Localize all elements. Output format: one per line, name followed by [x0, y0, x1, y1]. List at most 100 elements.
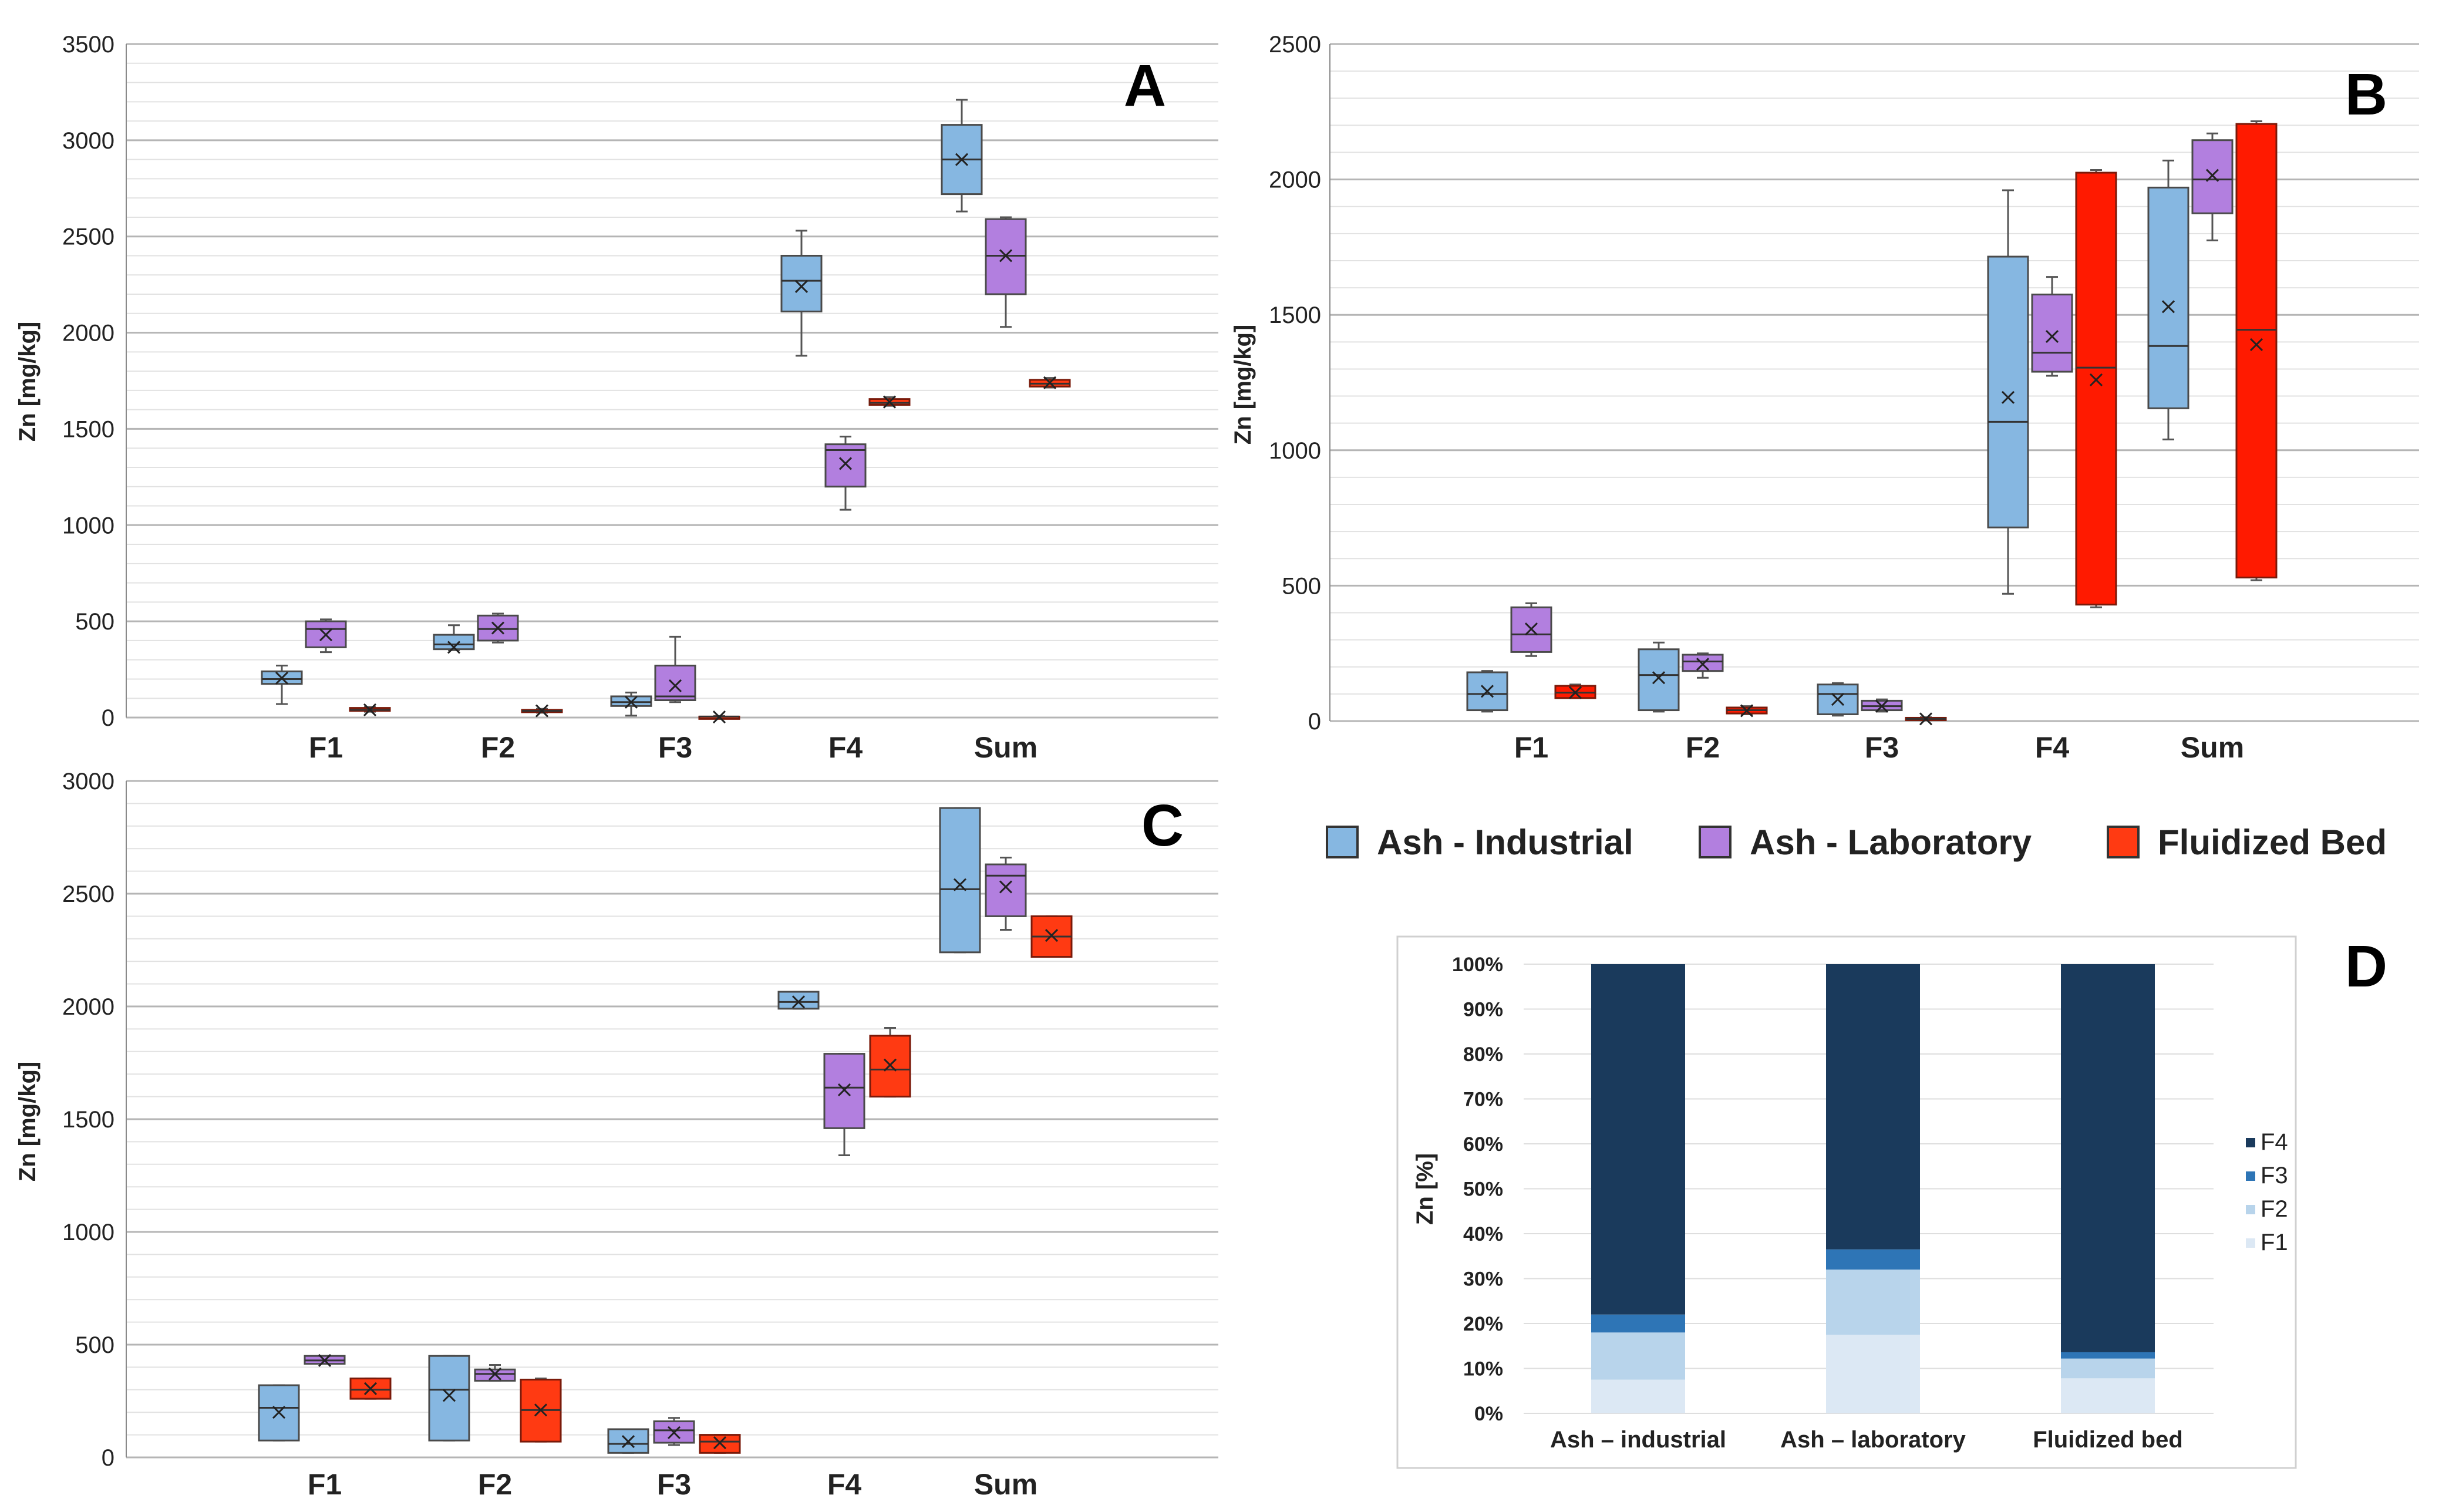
mean-marker	[999, 249, 1013, 262]
mean-marker	[1740, 704, 1754, 718]
y-tick-label: 1500	[62, 1107, 114, 1133]
mean-marker	[2089, 373, 2103, 386]
box-ash-laboratory-f2	[474, 1364, 516, 1382]
panel-label-b: B	[2345, 62, 2387, 127]
box-fluidized-bed-f3	[698, 710, 740, 724]
bar-segment-f4	[1591, 964, 1685, 1315]
mean-marker	[363, 1382, 378, 1395]
box-iqr	[1638, 648, 1680, 712]
box-fluidized-bed-f4	[2075, 169, 2117, 608]
y-tick-label: 500	[75, 1332, 114, 1358]
box-iqr	[780, 254, 823, 313]
box-ash-industrial-f4	[780, 230, 823, 357]
y-tick-label: 2000	[62, 994, 114, 1020]
mean-marker	[534, 1403, 548, 1417]
box-ash-laboratory-f3	[653, 1417, 695, 1446]
box-fluidized-bed-f3	[1905, 712, 1947, 726]
category-label: F4	[827, 1468, 862, 1501]
category-label: F2	[478, 1468, 512, 1501]
box-fluidized-bed-f2	[1726, 704, 1768, 718]
box-fluidized-bed-f1	[349, 1378, 392, 1400]
box-iqr	[824, 443, 867, 488]
box-fluidized-bed-sum	[2235, 120, 2278, 581]
box-ash-industrial-sum	[939, 807, 981, 954]
category-label: F1	[308, 1468, 342, 1501]
legend-label: F2	[2261, 1196, 2288, 1222]
y-tick-label: 0	[102, 705, 114, 731]
category-label: Sum	[974, 1468, 1037, 1501]
box-ash-laboratory-f4	[2031, 276, 2073, 377]
y-tick-label: 0	[1308, 709, 1321, 735]
y-tick-label: 500	[75, 609, 114, 635]
box-iqr	[2075, 171, 2117, 606]
category-label: Sum	[974, 731, 1037, 764]
legend-item: Ash - Laboratory	[1699, 823, 2032, 862]
mean-marker	[837, 1083, 851, 1097]
y-tick-label: 90%	[1463, 999, 1503, 1021]
box-iqr	[2235, 123, 2278, 579]
box-ash-laboratory-f1	[305, 618, 347, 654]
box-ash-industrial-f3	[607, 1428, 649, 1454]
y-tick-label: 100%	[1452, 954, 1503, 976]
category-label: F3	[1865, 731, 1899, 764]
bar-segment-f1	[1591, 1379, 1685, 1413]
box-iqr	[2147, 186, 2189, 409]
mean-marker	[712, 710, 726, 724]
box-fluidized-bed-f2	[520, 1378, 562, 1443]
mean-marker	[2249, 338, 2263, 351]
y-tick-label: 1500	[62, 416, 114, 442]
category-label: F4	[2035, 731, 2070, 764]
mean-marker	[1696, 658, 1710, 671]
legend-label: F1	[2261, 1230, 2288, 1255]
y-tick-label: 1000	[62, 1220, 114, 1245]
bar-segment-f1	[1826, 1335, 1920, 1413]
legend-item: Ash - Industrial	[1326, 823, 1633, 862]
bar-segment-f4	[2061, 964, 2155, 1352]
mean-marker	[2205, 169, 2219, 182]
mean-marker	[488, 1367, 502, 1380]
y-tick-label: 0%	[1474, 1403, 1503, 1425]
panel-label-d: D	[2345, 934, 2387, 999]
box-fluidized-bed-sum	[1030, 915, 1073, 958]
mean-marker	[319, 628, 333, 642]
bar-segment-f4	[1826, 964, 1920, 1250]
y-tick-label: 2000	[62, 321, 114, 346]
box-ash-laboratory-f4	[823, 1053, 865, 1156]
legend-item-f1: F1	[2246, 1230, 2288, 1255]
box-ash-industrial-f1	[258, 1384, 300, 1442]
mean-marker	[535, 704, 549, 718]
y-tick-label: 20%	[1463, 1313, 1503, 1335]
mean-marker	[883, 1058, 897, 1072]
y-tick-label: 40%	[1463, 1223, 1503, 1245]
legend-label: F3	[2261, 1163, 2288, 1188]
category-label: F4	[828, 731, 863, 764]
chart-panel-b: 0 500 1000 1500 2000 2500 Zn [mg/kg] F1 F2 F3 F4 Su…	[1230, 32, 2419, 764]
box-iqr	[654, 665, 696, 702]
category-label: F2	[1686, 731, 1720, 764]
y-axis-label: Zn [mg/kg]	[15, 322, 41, 442]
category-label: Fluidized bed	[2033, 1427, 2183, 1453]
category-label: F1	[1514, 731, 1548, 764]
legend-swatch	[1699, 826, 1732, 858]
chart-panel-d: 0% 10% 20% 30% 40% 50% 60% 70% 80% 90% 100% Zn [%] A…	[1396, 935, 2297, 1469]
legend: Ash - Industrial Ash - Laboratory Fluidize…	[1326, 823, 2387, 862]
box-ash-laboratory-f3	[1861, 698, 1903, 713]
legend-label: Ash - Laboratory	[1750, 823, 2032, 862]
box-ash-laboratory-f2	[1682, 652, 1724, 679]
box-ash-laboratory-sum	[985, 216, 1027, 328]
y-axis-label: Zn [mg/kg]	[1230, 325, 1256, 444]
box-fluidized-bed-sum	[1029, 376, 1071, 389]
mean-marker	[794, 279, 809, 293]
legend-item-f2: F2	[2246, 1196, 2288, 1222]
box-ash-industrial-f4	[1987, 189, 2029, 595]
bar-segment-f2	[1591, 1332, 1685, 1380]
chart-panel-c: 0 500 1000 1500 2000 2500 3000 Zn [mg/kg] F1 F2 F3…	[15, 769, 1218, 1501]
y-axis-label: Zn [mg/kg]	[15, 1062, 41, 1181]
mean-marker	[668, 679, 682, 692]
box-fluidized-bed-f1	[349, 703, 391, 716]
legend-swatch	[2246, 1238, 2255, 1248]
mean-marker	[272, 1406, 286, 1419]
mean-marker	[838, 457, 853, 470]
box-ash-industrial-f2	[433, 624, 475, 654]
